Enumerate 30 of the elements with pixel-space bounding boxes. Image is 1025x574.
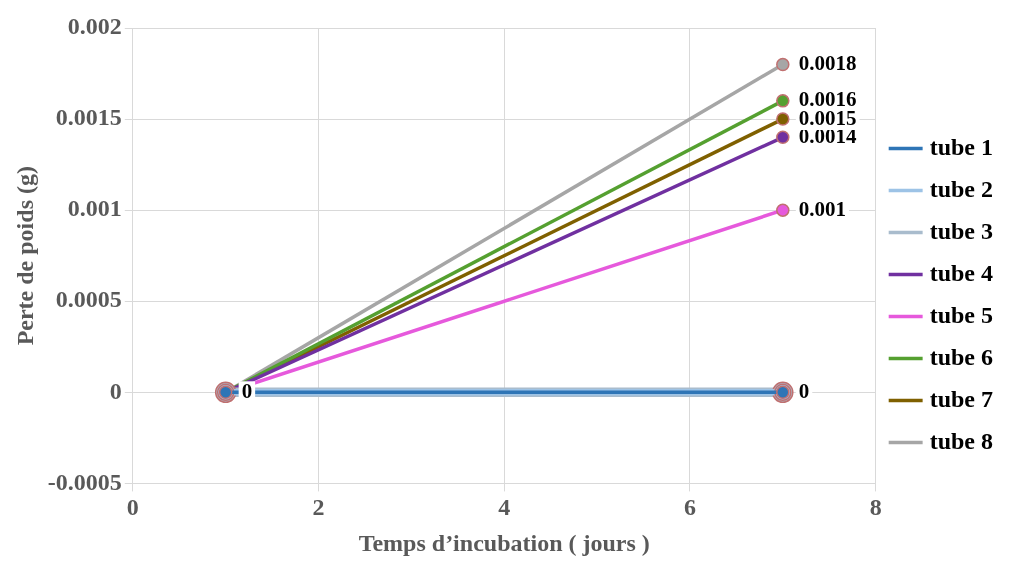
x-tick-label: 6 — [683, 494, 696, 520]
legend-label: tube 4 — [929, 259, 993, 286]
y-tick-label: -0.0005 — [47, 468, 122, 495]
point — [776, 57, 790, 72]
y-axis-title: Perte de poids (g) — [11, 166, 38, 346]
point — [776, 94, 790, 108]
point — [776, 130, 790, 145]
y-tick-label: 0.0015 — [55, 104, 122, 131]
legend-label: tube 7 — [929, 385, 993, 412]
x-tick-label: 4 — [498, 494, 511, 520]
data-label: 0 — [241, 378, 253, 403]
legend-label: tube 8 — [929, 427, 993, 454]
legend-label: tube 1 — [929, 133, 993, 160]
data-label: 0.0018 — [798, 50, 857, 75]
legend-label: tube 5 — [929, 301, 993, 328]
x-tick-label: 8 — [869, 494, 882, 520]
point — [776, 112, 790, 126]
y-tick-label: 0 — [109, 377, 122, 404]
x-axis-title: Temps d’incubation ( jours ) — [358, 529, 650, 556]
data-label: 0.001 — [798, 196, 847, 221]
point — [776, 203, 790, 217]
data-label: 0 — [798, 378, 810, 403]
y-tick-label: 0.002 — [67, 13, 122, 40]
x-tick-label: 2 — [312, 494, 325, 520]
x-tick-label: 0 — [126, 494, 139, 520]
legend-label: tube 3 — [929, 217, 993, 244]
y-tick-label: 0.001 — [67, 195, 122, 222]
y-tick-label: 0.0005 — [55, 286, 122, 313]
legend-label: tube 2 — [929, 175, 993, 202]
legend-label: tube 6 — [929, 343, 993, 370]
